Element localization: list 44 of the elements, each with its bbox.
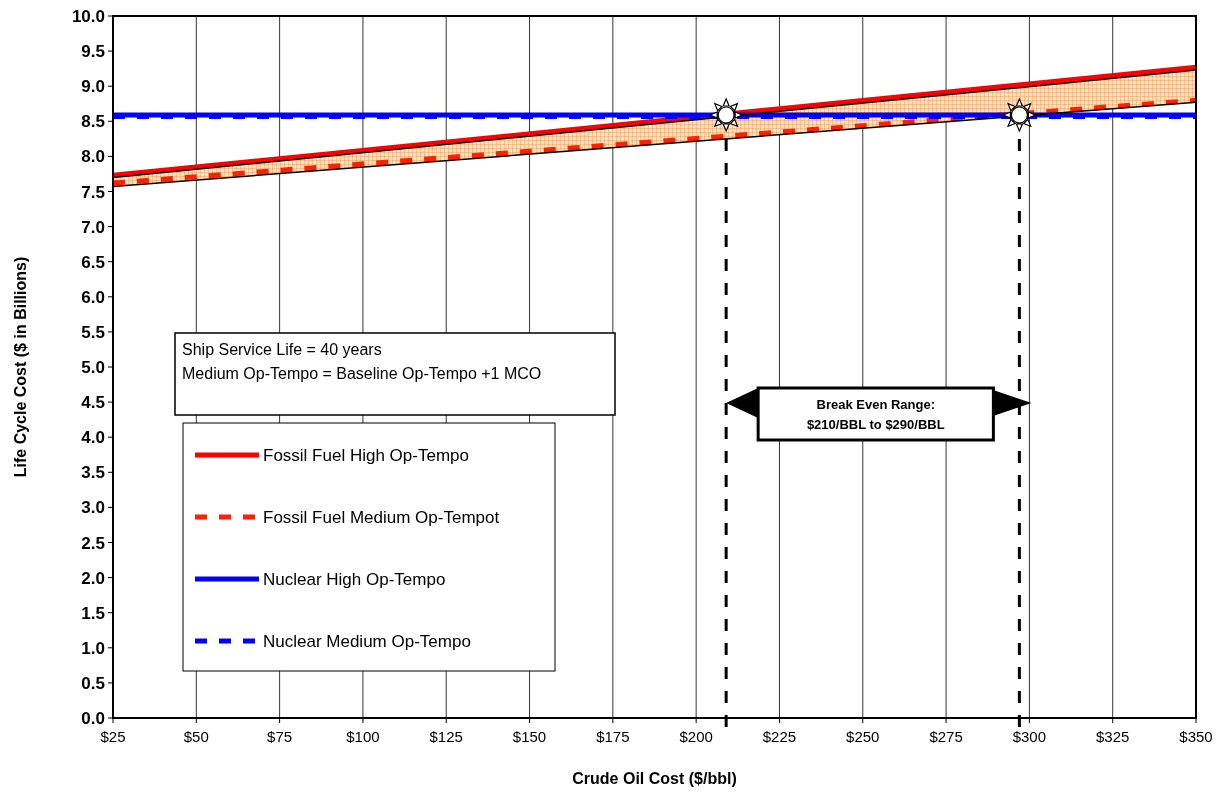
y-tick-label: 9.0 [81, 77, 105, 97]
x-tick-label: $250 [846, 728, 880, 745]
y-tick-label: 0.5 [81, 673, 105, 693]
y-tick-label: 6.0 [81, 287, 105, 307]
y-tick-label: 1.5 [81, 603, 105, 623]
x-tick-label: $225 [762, 728, 797, 745]
x-tick-label: $100 [346, 728, 380, 745]
annotation: Ship Service Life = 40 years [182, 341, 382, 358]
x-tick-label: $325 [1096, 728, 1130, 745]
x-axis-title: Crude Oil Cost ($/bbl) [572, 770, 737, 787]
legend-label: Fossil Fuel Medium Op-Tempot [263, 508, 500, 527]
y-tick-label: 9.5 [81, 42, 105, 62]
y-tick-label: 7.0 [81, 217, 105, 237]
y-tick-label: 1.0 [81, 638, 105, 658]
x-tick-label: $275 [929, 728, 963, 745]
x-tick-label: $150 [512, 728, 547, 745]
x-tick-label: $125 [429, 728, 463, 745]
legend-label: Fossil Fuel High Op-Tempo [263, 446, 469, 465]
legend-label: Nuclear High Op-Tempo [263, 570, 446, 589]
y-tick-label: 10.0 [71, 7, 105, 26]
annotation: Break Even Range: $210/BBL to $290/BBL [806, 397, 945, 432]
x-tick-label: $300 [1012, 728, 1047, 745]
y-tick-label: 5.5 [81, 322, 105, 342]
legend-label: Nuclear Medium Op-Tempo [263, 632, 471, 651]
y-tick-label: 0.0 [81, 709, 105, 728]
y-tick-label: 5.0 [81, 358, 105, 377]
y-tick-label: 4.5 [81, 393, 105, 413]
x-tick-label: $200 [679, 728, 713, 745]
x-tick-label: $75 [267, 728, 293, 745]
y-tick-label: 8.5 [81, 112, 105, 132]
y-tick-label: 3.5 [81, 463, 105, 483]
annotation: Medium Op-Tempo = Baseline Op-Tempo +1 MCO [182, 365, 542, 382]
y-tick-label: 4.0 [81, 428, 105, 448]
y-tick-label: 6.5 [81, 252, 105, 272]
y-tick-label: 2.0 [81, 568, 105, 588]
y-tick-label: 2.5 [81, 533, 105, 553]
x-tick-label: $175 [596, 728, 630, 745]
y-tick-label: 3.0 [81, 498, 105, 518]
x-tick-label: $350 [1179, 728, 1213, 745]
y-axis-title: Life Cycle Cost ($ in Billions) [12, 256, 29, 478]
x-tick-label: $50 [183, 728, 209, 745]
x-tick-label: $25 [100, 728, 126, 745]
y-tick-label: 8.0 [81, 147, 105, 167]
y-tick-label: 7.5 [81, 182, 105, 202]
